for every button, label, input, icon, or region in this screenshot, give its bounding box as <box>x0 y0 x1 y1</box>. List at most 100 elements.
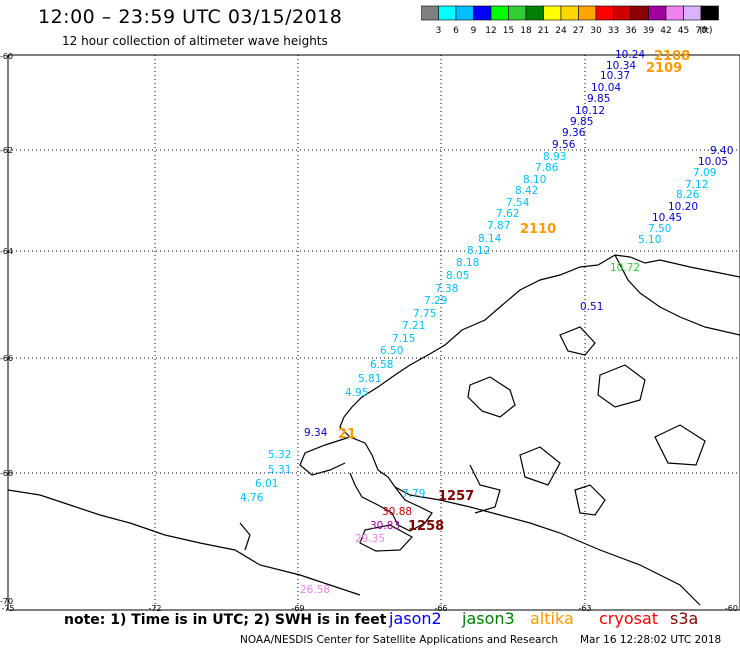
wave-height-value: 7.87 <box>487 220 510 232</box>
wave-height-value: 10.20 <box>668 201 698 213</box>
wave-height-value: 7.54 <box>506 197 530 209</box>
wave-height-value: 8.12 <box>467 245 490 257</box>
wave-height-value: 9.34 <box>304 427 328 439</box>
colorbar-tick-label: 15 <box>503 26 514 36</box>
wave-height-value: 10.72 <box>610 262 640 274</box>
map-subtitle: 12 hour collection of altimeter wave hei… <box>62 34 328 48</box>
wave-height-value: 10.04 <box>591 82 621 94</box>
satellite-legend-jason2: jason2 <box>389 609 442 628</box>
colorbar-swatch <box>473 5 492 21</box>
wave-height-value: 8.14 <box>478 233 502 245</box>
pass-time: 2109 <box>646 61 682 76</box>
wave-height-value: 30.83 <box>370 520 400 532</box>
wave-height-value: 10.37 <box>600 70 630 82</box>
wave-height-value: 7.86 <box>535 162 559 174</box>
colorbar-swatch <box>578 5 597 21</box>
colorbar-tick-label: 21 <box>538 26 549 36</box>
wave-height-value: 9.56 <box>552 139 576 151</box>
colorbar-swatch <box>455 5 474 21</box>
colorbar-tick-label: 12 <box>485 26 496 36</box>
wave-height-value: 5.32 <box>268 449 291 461</box>
colorbar-tick-label: 27 <box>573 26 584 36</box>
latitude-labels: -60 -62 -64 -66 -68 -70 <box>0 52 13 606</box>
wave-height-value: 7.21 <box>402 320 425 332</box>
colorbar-tick-label: 45 <box>678 26 689 36</box>
colorbar-tick-label: 70 <box>695 26 707 36</box>
colorbar-tick-label: 42 <box>660 26 671 36</box>
pass-time: 1258 <box>408 519 444 534</box>
colorbar-swatch <box>648 5 667 21</box>
longitude-labels: -75 -72 -69 -66 -63 -60 <box>1 604 738 613</box>
colorbar-swatch <box>560 5 579 21</box>
colorbar-swatch <box>543 5 562 21</box>
colorbar-swatch <box>438 5 457 21</box>
satellite-legend-cryosat: cryosat <box>599 609 659 628</box>
wave-height-value: 6.58 <box>370 359 393 371</box>
wave-height-value: 8.18 <box>456 257 479 269</box>
colorbar-tick-label: 18 <box>520 26 532 36</box>
wave-height-value: 4.95 <box>345 387 368 399</box>
wave-height-value: 26.58 <box>300 584 330 596</box>
wave-height-value: 7.50 <box>648 223 671 235</box>
wave-height-value: 5.81 <box>358 373 381 385</box>
colorbar-tick-label: 24 <box>555 26 567 36</box>
wave-height-value: 10.12 <box>575 105 605 117</box>
latitude-label: -66 <box>0 354 13 363</box>
satellite-legend-jason3: jason3 <box>462 609 515 628</box>
colorbar-tick-label: 3 <box>436 26 442 36</box>
wave-height-value: 10.05 <box>698 156 728 168</box>
wave-height-value: 0.51 <box>580 301 603 313</box>
colorbar-tick-label: 30 <box>590 26 602 36</box>
wave-height-value: 5.10 <box>638 234 661 246</box>
latitude-label: -64 <box>0 247 13 256</box>
wave-height-value: 8.26 <box>676 189 700 201</box>
wave-height-value: 9.85 <box>587 93 610 105</box>
footer-note: note: 1) Time is in UTC; 2) SWH is in fe… <box>64 612 387 628</box>
wave-height-value: 7.75 <box>413 308 436 320</box>
pass-time: 1257 <box>438 489 474 504</box>
wave-height-value: 6.01 <box>255 478 278 490</box>
credit-line: NOAA/NESDIS Center for Satellite Applica… <box>240 634 558 646</box>
pass-time: 2110 <box>520 222 556 237</box>
colorbar-swatch <box>421 5 439 21</box>
map-title: 12:00 – 23:59 UTC 03/15/2018 <box>38 6 343 28</box>
generation-timestamp: Mar 16 12:28:02 UTC 2018 <box>580 634 722 646</box>
pass-time: 2108 <box>654 49 690 64</box>
longitude-label: -69 <box>291 604 304 613</box>
wave-height-map: -60 -62 -64 -66 -68 -70 -75 -72 -69 -66 -63 -60 10… <box>0 49 740 613</box>
colorbar-tick-label: 6 <box>453 26 459 36</box>
wave-height-value: 10.34 <box>606 60 636 72</box>
latitude-label: -60 <box>0 52 13 61</box>
wave-height-observations: 10.2410.3410.3710.049.8510.129.859.369.5… <box>240 49 733 596</box>
wave-height-value: 7.29 <box>424 295 447 307</box>
wave-height-value: 10.24 <box>615 49 645 61</box>
wave-height-value: 8.05 <box>446 270 469 282</box>
longitude-label: -63 <box>578 604 591 613</box>
colorbar-swatch <box>683 5 702 21</box>
wave-height-value: 7.79 <box>402 488 425 500</box>
wave-height-value: 8.10 <box>523 174 546 186</box>
wave-height-value: 5.31 <box>268 464 291 476</box>
wave-height-value: 7.15 <box>392 333 415 345</box>
wave-height-value: 29.35 <box>355 533 385 545</box>
wave-height-value: 30.88 <box>382 506 412 518</box>
wave-height-value: 6.50 <box>380 345 403 357</box>
map-frame <box>7 54 740 611</box>
wave-height-value: 9.36 <box>562 127 586 139</box>
longitude-label: -72 <box>148 604 161 613</box>
pass-time: 21 <box>338 427 356 442</box>
colorbar-swatch <box>665 5 684 21</box>
wave-height-value: 9.40 <box>710 145 733 157</box>
colorbar-tick-label: 36 <box>625 26 637 36</box>
latitude-label: -70 <box>0 597 13 606</box>
satellite-legend-altika: altika <box>530 609 574 628</box>
colorbar-swatch <box>490 5 509 21</box>
longitude-label: -66 <box>434 604 447 613</box>
colorbar-swatch <box>700 5 719 21</box>
wave-height-value: 7.12 <box>685 179 708 191</box>
colorbar-swatch <box>613 5 632 21</box>
longitude-label: -60 <box>725 604 738 613</box>
colorbar-tick-label: 33 <box>608 26 619 36</box>
longitude-label: -75 <box>1 604 14 613</box>
